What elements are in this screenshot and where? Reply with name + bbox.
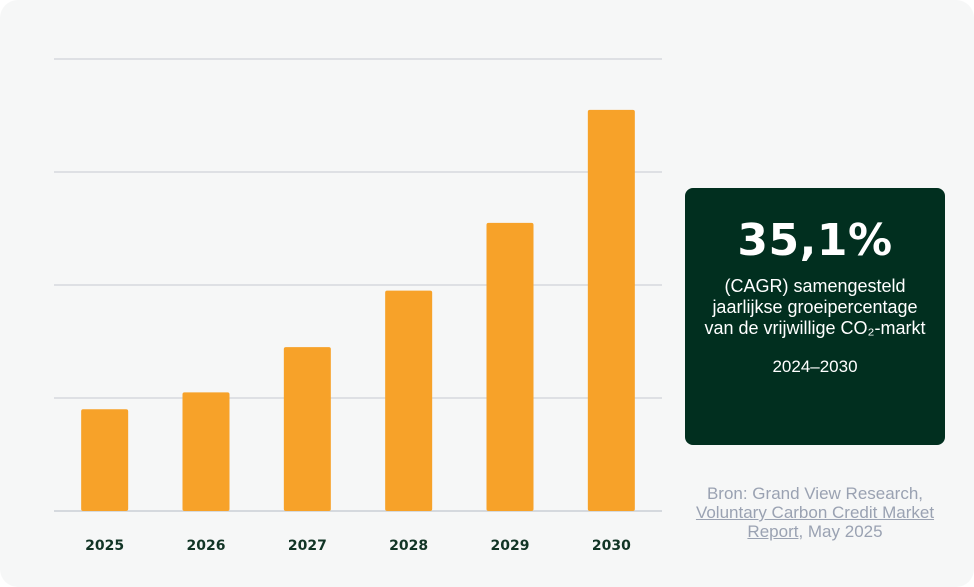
bar-2026 bbox=[182, 392, 230, 511]
cagr-description: (CAGR) samengesteld jaarlijkse groeiperc… bbox=[704, 276, 926, 338]
cagr-stat-box: 35,1% (CAGR) samengesteld jaarlijkse gro… bbox=[685, 188, 945, 445]
source-report-link[interactable]: Voluntary Carbon Credit Market Report bbox=[695, 503, 935, 541]
bar-2028 bbox=[385, 290, 433, 511]
grid-lines bbox=[54, 58, 662, 512]
x-tick-label: 2026 bbox=[187, 538, 226, 554]
source-citation: Bron: Grand View Research, Voluntary Car… bbox=[690, 484, 940, 541]
x-tick-labels: 2025 2026 2027 2028 2029 2030 bbox=[85, 538, 631, 554]
x-tick-label: 2025 bbox=[85, 538, 124, 554]
source-suffix: , May 2025 bbox=[798, 522, 883, 541]
bars bbox=[81, 109, 635, 511]
bar-2030 bbox=[587, 109, 635, 511]
cagr-period: 2024–2030 bbox=[772, 357, 858, 376]
x-tick-label: 2030 bbox=[592, 538, 631, 554]
bar-chart: 2025 2026 2027 2028 2029 2030 bbox=[54, 58, 662, 554]
source-prefix: Bron: Grand View Research, bbox=[706, 484, 924, 503]
x-tick-label: 2029 bbox=[491, 538, 530, 554]
x-tick-label: 2028 bbox=[389, 538, 428, 554]
bar-2027 bbox=[283, 347, 331, 511]
x-tick-label: 2027 bbox=[288, 538, 327, 554]
bar-2029 bbox=[486, 222, 534, 511]
cagr-value: 35,1% bbox=[737, 215, 893, 266]
bar-2025 bbox=[81, 409, 129, 511]
